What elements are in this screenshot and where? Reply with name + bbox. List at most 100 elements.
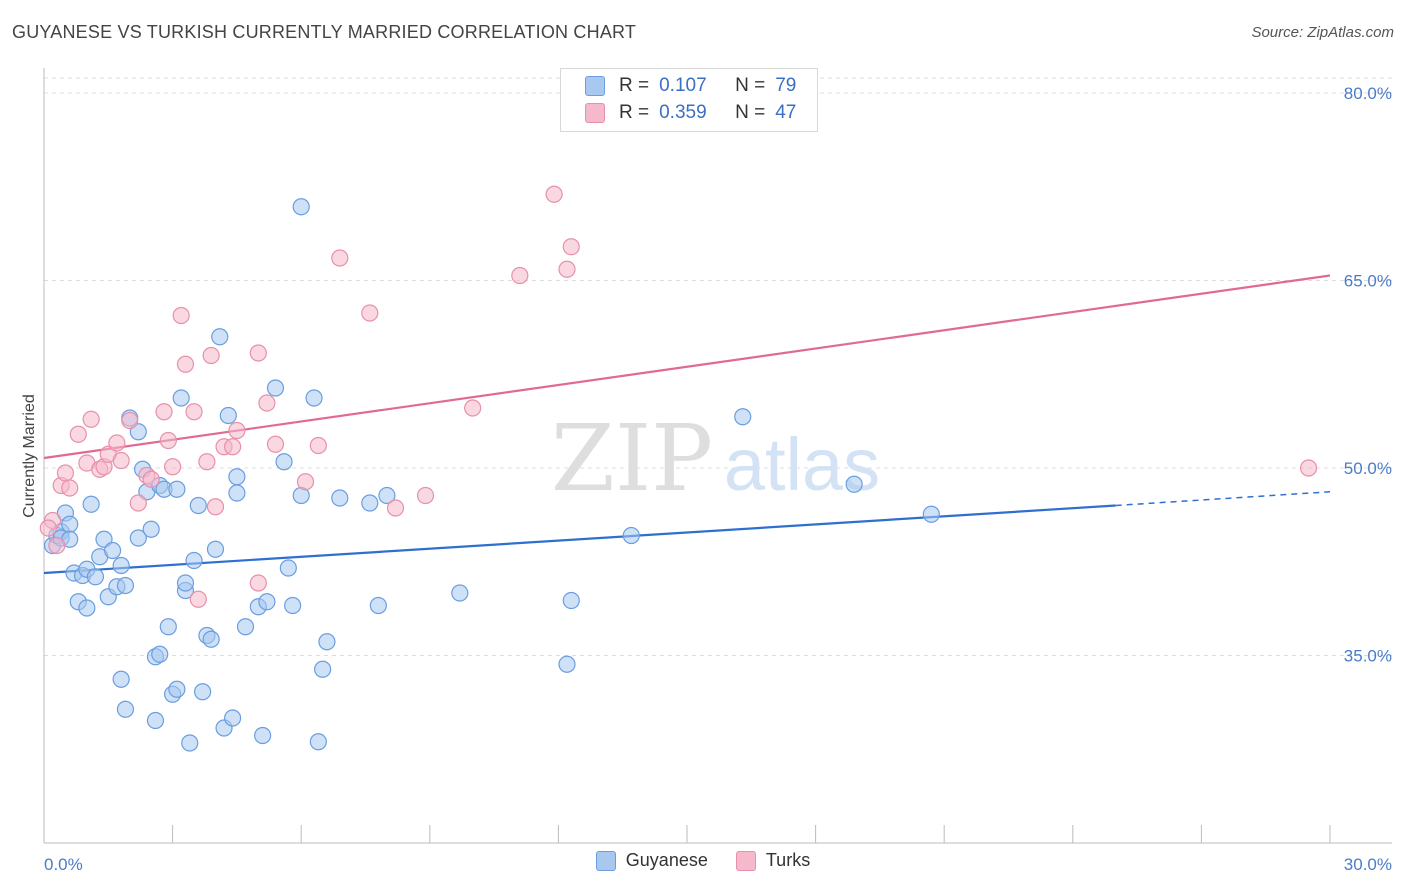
guyanese-point	[103, 541, 122, 560]
turks-point	[386, 499, 405, 517]
x-tick-label: 0.0%	[44, 855, 83, 874]
chart-title: GUYANESE VS TURKISH CURRENTLY MARRIED CO…	[12, 22, 637, 42]
guyanese-point	[194, 683, 212, 701]
guyanese-point	[292, 198, 310, 216]
guyanese-point	[61, 515, 79, 533]
turks-point	[224, 438, 242, 456]
guyanese-point	[181, 734, 199, 752]
turks-point	[56, 464, 75, 482]
turks-point	[61, 479, 79, 497]
guyanese-point	[279, 559, 297, 577]
guyanese-point	[202, 630, 220, 648]
guyanese-point	[168, 480, 186, 498]
guyanese-point	[142, 520, 160, 538]
guyanese-point	[219, 406, 237, 425]
turks-point	[121, 411, 139, 430]
guyanese-point	[129, 529, 147, 547]
guyanese-point	[228, 468, 246, 486]
guyanese-point	[284, 596, 302, 615]
turks-point	[416, 486, 435, 505]
guyanese-point	[82, 495, 100, 513]
guyanese-point	[254, 726, 272, 745]
n-value: 47	[775, 102, 797, 123]
turks-point	[296, 473, 315, 491]
y-tick-label: 35.0%	[1344, 647, 1392, 666]
guyanese-point	[258, 593, 276, 611]
turks-swatch	[585, 103, 605, 123]
turks-point	[464, 399, 482, 417]
axes	[43, 68, 1392, 844]
guyanese-swatch	[595, 850, 616, 871]
guyanese-point	[185, 551, 203, 570]
guyanese-point	[558, 655, 576, 673]
guyanese-point	[562, 591, 580, 610]
turks-point	[48, 536, 66, 555]
guyanese-point	[78, 599, 96, 617]
turks-point	[198, 453, 216, 471]
turks-point	[129, 494, 147, 512]
guyanese-point	[305, 389, 323, 407]
turks-label: Turks	[765, 850, 811, 870]
turks-point	[112, 451, 130, 470]
guyanese-point	[236, 618, 255, 636]
r-value: 0.359	[659, 102, 707, 123]
guyanese-point	[116, 700, 135, 718]
guyanese-point	[86, 568, 105, 586]
n-label: N =	[735, 75, 766, 96]
guyanese-point	[845, 475, 863, 493]
r-label: R =	[619, 75, 650, 96]
guyanese-point	[266, 379, 285, 397]
guyanese-point	[176, 574, 195, 592]
turks-point	[331, 249, 349, 267]
turks-point	[185, 403, 203, 421]
guyanese-point	[151, 645, 169, 663]
turks-point	[249, 344, 267, 362]
turks-point	[39, 519, 57, 537]
guyanese-label: Guyanese	[625, 850, 708, 870]
legend-row-turks: R = 0.359 N = 47	[585, 100, 796, 126]
guyanese-point	[211, 328, 229, 346]
turks-swatch	[735, 850, 756, 871]
y-tick-label: 65.0%	[1344, 272, 1392, 291]
guyanese-point	[361, 494, 379, 512]
turks-point	[172, 306, 190, 325]
guyanese-point	[206, 540, 225, 558]
guyanese-point	[168, 680, 186, 698]
r-label: R =	[619, 102, 650, 123]
guyanese-point	[159, 618, 177, 636]
guyanese-point	[146, 711, 165, 730]
turks-point	[266, 435, 285, 453]
turks-point	[228, 421, 246, 440]
data-points	[39, 185, 1318, 752]
turks-point	[545, 185, 563, 203]
turks-point	[309, 436, 327, 455]
turks-point	[361, 304, 379, 322]
turks-point	[511, 266, 529, 285]
watermark-zip: ZIP	[551, 405, 713, 512]
y-tick-label: 80.0%	[1344, 84, 1392, 103]
turks-point	[558, 260, 576, 278]
guyanese-point	[112, 670, 130, 688]
turks-point	[82, 410, 100, 428]
watermark-atlas: atlas	[724, 423, 880, 506]
guyanese-point	[622, 526, 640, 545]
guyanese-point	[331, 489, 349, 507]
turks-trend-line	[43, 274, 1331, 460]
turks-point	[69, 425, 87, 443]
turks-point	[249, 574, 267, 592]
guyanese-point	[116, 576, 135, 595]
guyanese-point	[228, 484, 246, 502]
y-tick-labels: 35.0% 50.0% 65.0% 80.0%	[1344, 84, 1392, 666]
guyanese-point	[224, 709, 242, 727]
guyanese-point	[922, 505, 940, 523]
legend-row-guyanese: R = 0.107 N = 79	[585, 73, 796, 99]
guyanese-point	[314, 660, 332, 678]
guyanese-trend-extension	[1115, 491, 1331, 507]
guyanese-point	[189, 496, 207, 515]
grid-lines	[44, 77, 1392, 656]
guyanese-swatch	[585, 76, 605, 96]
turks-point	[1299, 459, 1318, 477]
turks-point	[176, 355, 195, 373]
legend-item-guyanese: Guyanese	[595, 850, 708, 871]
